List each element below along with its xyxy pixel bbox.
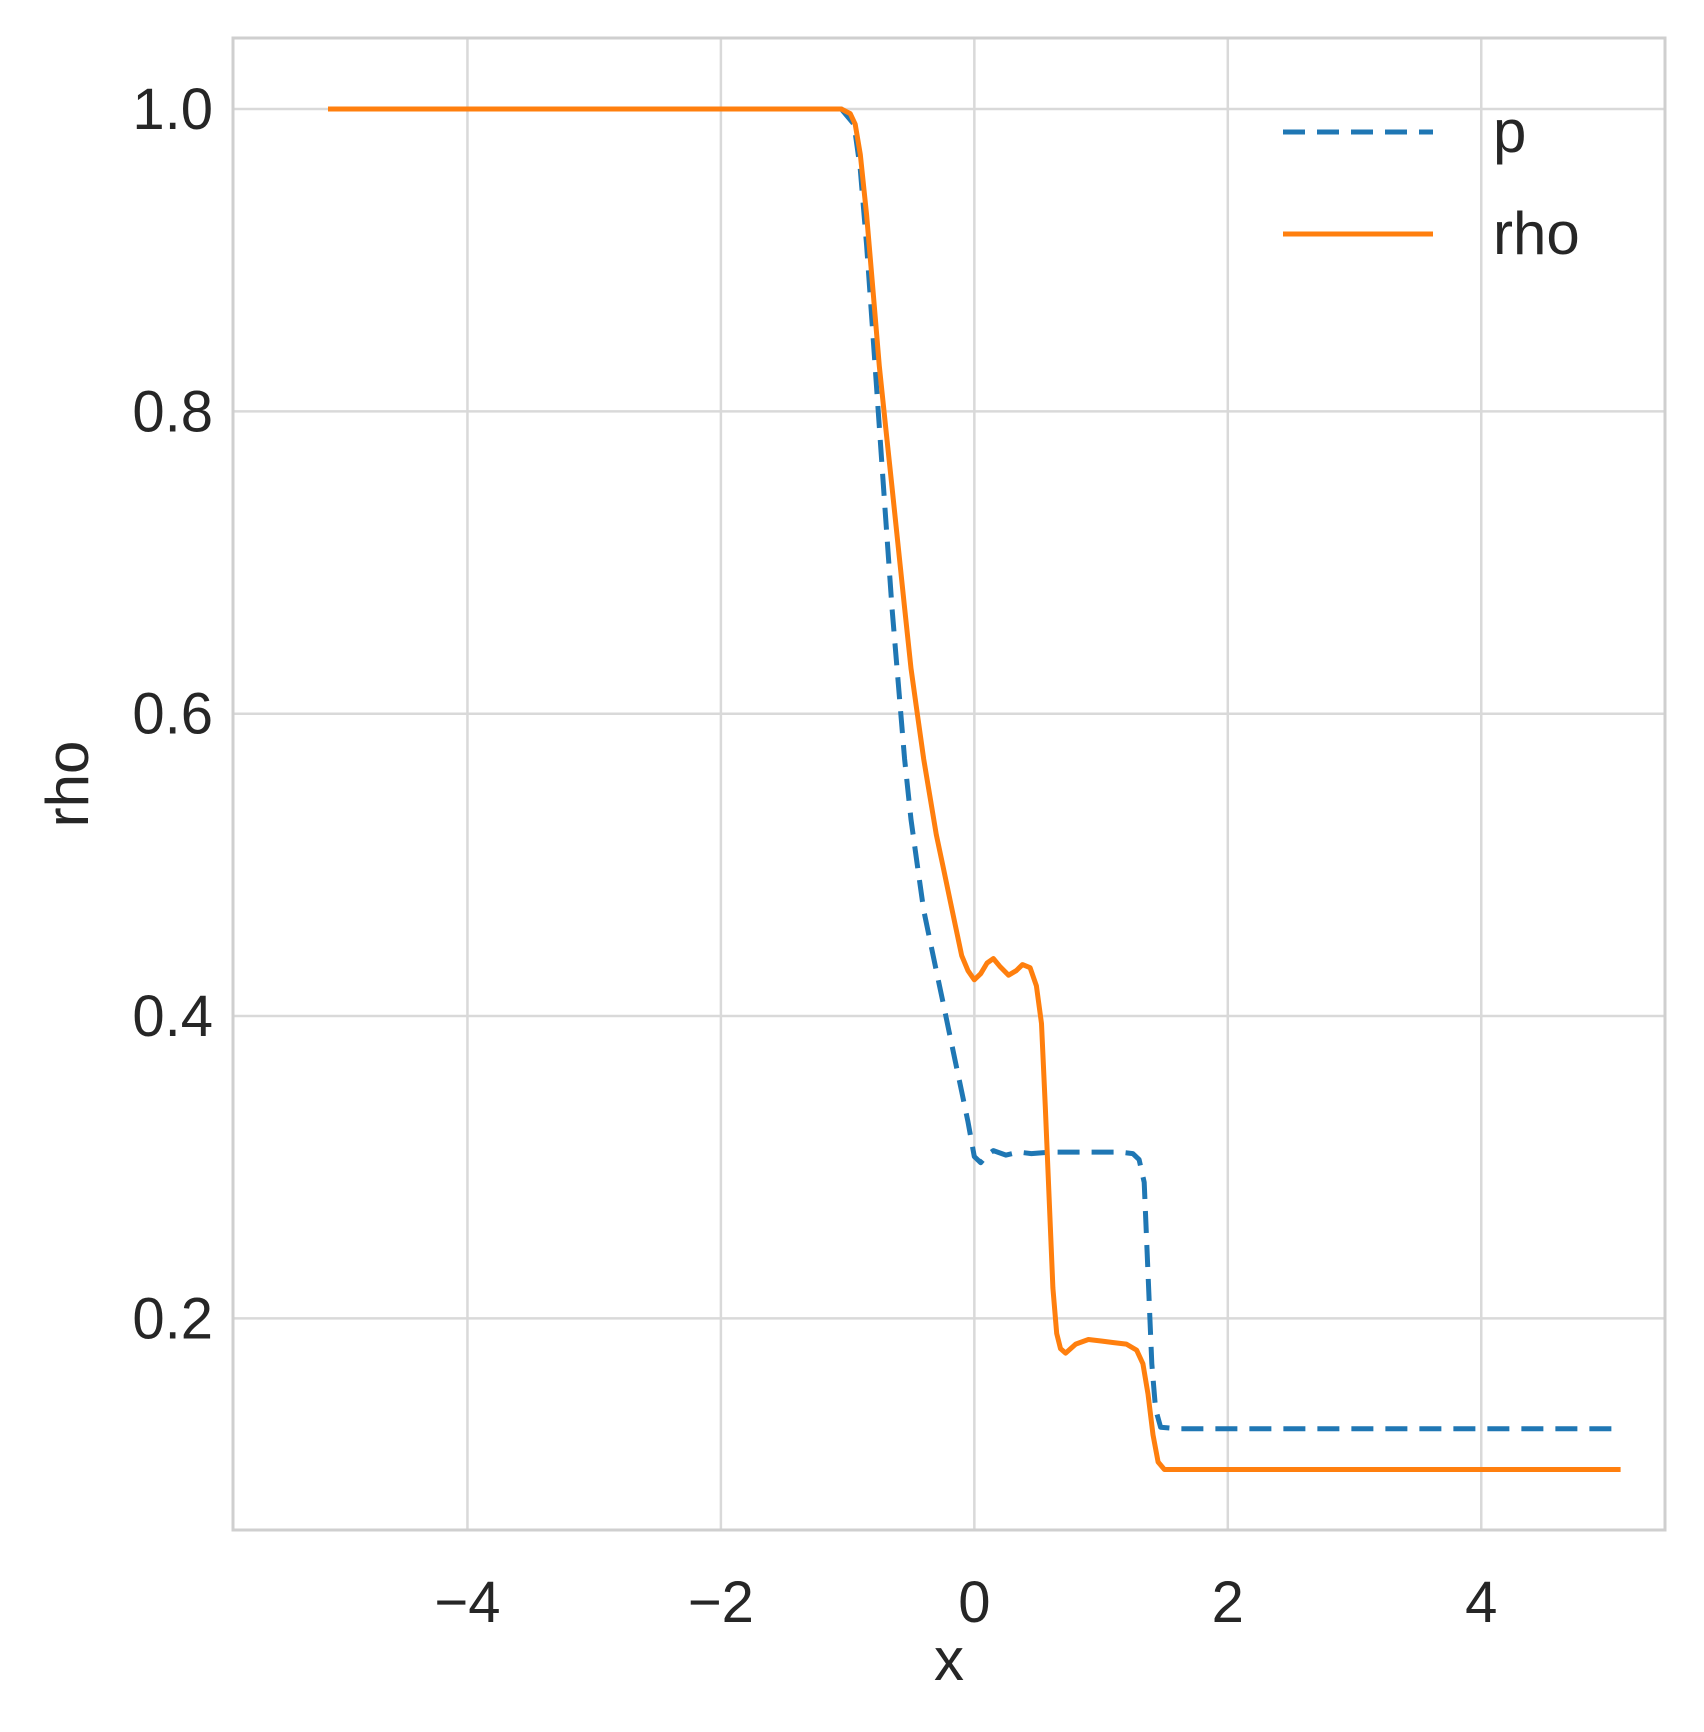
legend: p rho <box>1283 98 1580 267</box>
y-tick-label: 0.8 <box>132 379 213 444</box>
x-tick-label: 0 <box>958 1570 990 1635</box>
x-axis-label: x <box>934 1626 964 1693</box>
x-tick-label: 2 <box>1212 1570 1244 1635</box>
legend-label-p: p <box>1493 98 1526 165</box>
x-tick-label: 4 <box>1465 1570 1497 1635</box>
y-tick-label: 0.6 <box>132 682 213 747</box>
x-tick-label: −2 <box>688 1570 754 1635</box>
y-axis-label: rho <box>34 741 101 828</box>
x-tick-label: −4 <box>434 1570 500 1635</box>
y-tick-label: 0.2 <box>132 1286 213 1351</box>
tick-labels: −4 −2 0 2 4 0.2 0.4 0.6 0.8 1.0 <box>132 77 1497 1635</box>
series-line-rho <box>328 106 1621 1472</box>
grid <box>233 38 1665 1530</box>
series-line-p <box>328 106 1621 1432</box>
y-tick-label: 0.4 <box>132 984 213 1049</box>
series-layer <box>328 106 1621 1472</box>
legend-label-rho: rho <box>1493 200 1580 267</box>
plot-frame <box>231 36 1667 1532</box>
y-tick-label: 1.0 <box>132 77 213 142</box>
